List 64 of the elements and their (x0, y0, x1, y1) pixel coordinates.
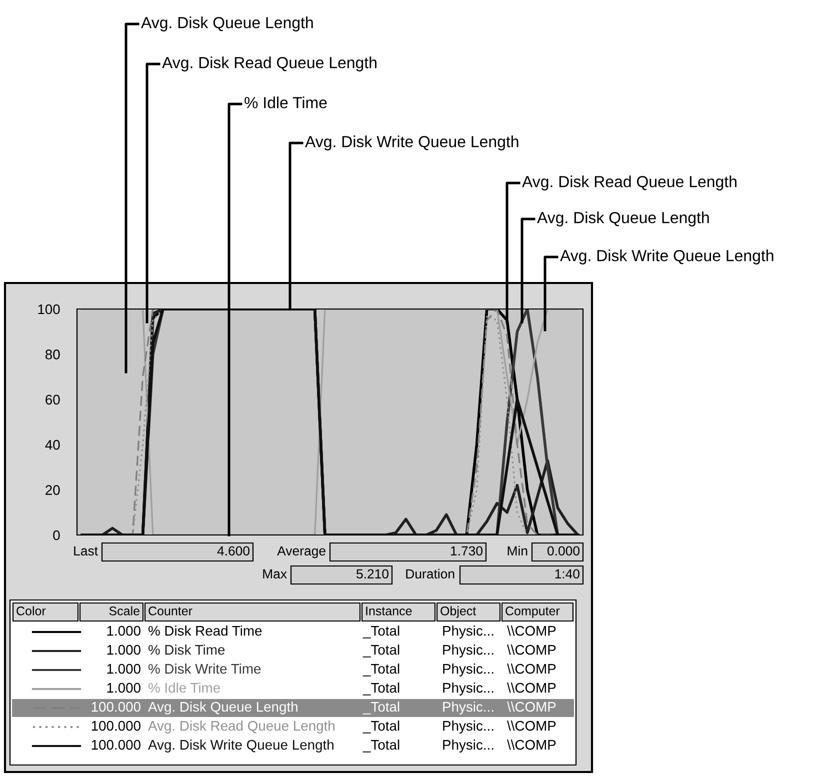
text: Physic... (443, 740, 494, 752)
text: Avg. Disk Write Queue Length (148, 740, 334, 752)
text: Avg. Disk Read Queue Length (148, 720, 334, 734)
text: 1.000 (107, 626, 140, 636)
text: Physic... (443, 626, 494, 638)
text: 0.000 (548, 546, 580, 556)
text: % Disk Time (148, 644, 225, 655)
text: Average (277, 546, 326, 558)
text: Avg. Disk Write Queue Length (305, 136, 518, 150)
text: 1:40 (555, 569, 580, 579)
text: \\COMP (507, 626, 556, 636)
y-tick-label: 80 (45, 350, 60, 360)
text: 1.730 (450, 546, 482, 556)
text: \\COMP (507, 664, 556, 674)
text: _Total (362, 682, 400, 696)
text: Avg. Disk Queue Length (148, 702, 298, 714)
y-tick-label: 100 (38, 304, 60, 314)
text: % Disk Write Time (148, 664, 261, 674)
text: Physic... (443, 702, 494, 714)
text: 5.210 (356, 569, 388, 579)
text: % Idle Time (244, 96, 327, 108)
text: _Total (362, 664, 400, 676)
text: \\COMP (507, 720, 556, 731)
text: Object (440, 606, 476, 618)
text: Avg. Disk Read Queue Length (522, 176, 736, 190)
y-tick-label: 0 (53, 530, 60, 540)
text: \\COMP (507, 702, 556, 712)
text: 100.000 (92, 702, 140, 712)
text: Physic... (443, 682, 494, 696)
text: \\COMP (507, 644, 556, 655)
text: 4.600 (217, 546, 250, 556)
text: Avg. Disk Read Queue Length (162, 56, 376, 72)
text: Color (16, 606, 46, 616)
text: Scale (109, 606, 140, 616)
y-tick-label: 40 (45, 440, 60, 450)
text: Last (74, 546, 98, 556)
y-tick-label: 60 (46, 394, 60, 405)
text: Max (263, 569, 287, 579)
text: Min (508, 546, 528, 556)
text: 1.000 (107, 644, 140, 655)
text: Avg. Disk Queue Length (537, 212, 709, 226)
text: 100.000 (92, 720, 140, 731)
text: \\COMP (507, 740, 556, 750)
text: Counter (148, 606, 192, 616)
text: _Total (362, 740, 400, 752)
text: _Total (362, 626, 400, 638)
text: Physic... (443, 664, 494, 676)
text: Instance (366, 606, 412, 616)
text: % Idle Time (148, 682, 220, 693)
y-tick-label: 20 (46, 485, 60, 495)
text: 100.000 (92, 740, 140, 750)
text: 1.000 (107, 682, 140, 693)
text: \\COMP (507, 682, 556, 693)
text: _Total (362, 644, 400, 658)
text: Duration (406, 568, 454, 579)
text: _Total (362, 702, 400, 714)
text: Avg. Disk Queue Length (141, 16, 313, 32)
text: Computer (506, 606, 560, 618)
text: % Disk Read Time (148, 626, 262, 636)
text: Physic... (443, 720, 494, 734)
text: _Total (362, 720, 400, 734)
text: Physic... (443, 644, 494, 658)
text: 1.000 (107, 664, 140, 674)
text: Avg. Disk Write Queue Length (560, 250, 774, 264)
